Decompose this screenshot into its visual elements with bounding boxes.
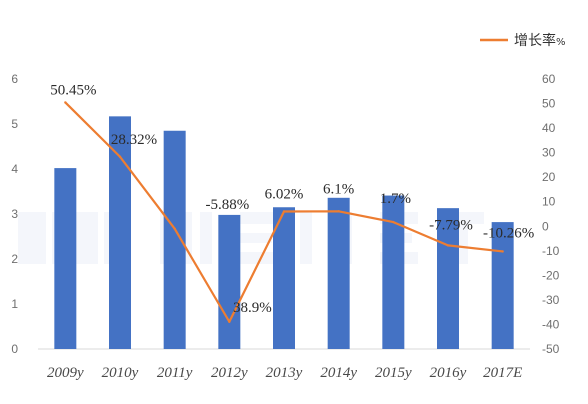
y-right-tick-label: -30 [542, 293, 560, 307]
extra-data-label: -5.88% [205, 197, 249, 213]
legend-series-name: 增长率 [514, 32, 556, 49]
data-labels: 50.45% 28.32% 38.9% 6.02% 6.1% 1.7% -7.79% -10.… [50, 82, 534, 315]
x-tick-label: 2011y [157, 365, 193, 381]
y-right-tick-label: 10 [542, 195, 556, 209]
bar [491, 222, 514, 349]
line-data-label: 1.7% [380, 191, 411, 207]
line-data-label: 28.32% [111, 132, 157, 148]
bar [109, 116, 131, 349]
y-right-tick-label: 60 [542, 72, 556, 86]
y-right-tick-label: 30 [542, 146, 556, 160]
line-data-label: 6.02% [265, 186, 304, 202]
bar [54, 168, 77, 349]
y-left-tick-label: 6 [11, 72, 18, 86]
y-left-tick-label: 4 [11, 162, 18, 176]
x-tick-label: 2012y [211, 365, 248, 381]
y-left-tick-label: 2 [11, 252, 18, 266]
legend-label: 增长率% [514, 32, 566, 49]
line-point [282, 210, 286, 213]
line-data-label: 6.1% [323, 181, 354, 197]
bar [273, 207, 295, 349]
y-right-tick-label: -40 [542, 317, 560, 331]
y-right-tick-label: -50 [542, 342, 560, 356]
x-tick-label: 2015y [375, 365, 412, 381]
bar [163, 130, 186, 349]
bar [327, 197, 350, 349]
line-data-label: -10.26% [483, 225, 534, 241]
line-data-label: 50.45% [50, 82, 96, 98]
bar [218, 214, 241, 349]
bar [382, 195, 405, 349]
x-tick-label: 2017E [483, 365, 522, 381]
line-point [501, 250, 504, 253]
line-data-label: -7.79% [429, 217, 473, 233]
legend: 增长率% [480, 32, 566, 49]
y-left-tick-label: 1 [11, 297, 18, 311]
y-right-tick-label: 40 [542, 121, 556, 135]
line-point [118, 155, 122, 158]
y-right-tick-label: -10 [542, 244, 560, 258]
line-point [392, 220, 395, 224]
y-right-tick-label: -20 [542, 268, 560, 282]
x-tick-label: 2010y [102, 365, 139, 381]
legend-series-unit: % [556, 37, 566, 48]
y-right-tick-label: 20 [542, 170, 556, 184]
line-data-label: 38.9% [233, 300, 272, 316]
line-point [173, 227, 176, 230]
y-left-tick-label: 0 [11, 342, 18, 356]
y-right-tick-label: 0 [542, 219, 549, 233]
y-left-tick-label: 3 [11, 207, 18, 221]
line-point [228, 320, 231, 323]
x-tick-label: 2014y [320, 365, 357, 381]
y-left-tick-label: 5 [11, 117, 18, 131]
x-tick-label: 2009y [47, 365, 84, 381]
y-right-tick-label: 50 [542, 97, 556, 111]
line-point [446, 244, 450, 247]
line-point [64, 101, 67, 104]
line-series [64, 101, 504, 323]
x-tick-label: 2013y [266, 365, 303, 381]
line-point [337, 210, 340, 213]
x-tick-label: 2016y [430, 365, 467, 381]
